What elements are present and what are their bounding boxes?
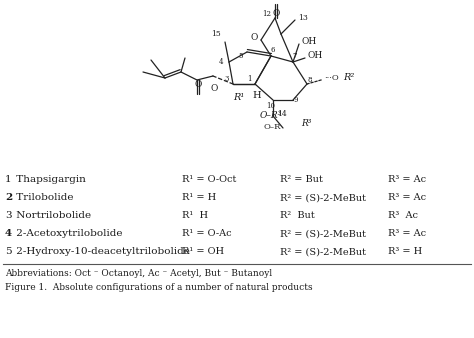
Text: ···O: ···O — [324, 74, 339, 82]
Text: 3: 3 — [5, 212, 12, 220]
Text: Figure 1.  Absolute configurations of a number of natural products: Figure 1. Absolute configurations of a n… — [5, 284, 313, 292]
Text: R³  Ac: R³ Ac — [388, 212, 418, 220]
Text: R³ = H: R³ = H — [388, 247, 422, 257]
Text: 2-Acetoxytrilobolide: 2-Acetoxytrilobolide — [13, 230, 122, 239]
Text: R¹ = H: R¹ = H — [182, 193, 216, 202]
Text: R¹: R¹ — [233, 94, 245, 102]
Text: 8: 8 — [308, 76, 312, 84]
Text: 5: 5 — [239, 52, 243, 60]
Text: 14: 14 — [277, 110, 287, 118]
Text: R³ = Ac: R³ = Ac — [388, 230, 426, 239]
Text: 15: 15 — [211, 30, 221, 38]
Text: R¹  H: R¹ H — [182, 212, 208, 220]
Text: 4: 4 — [5, 230, 12, 239]
Text: 9: 9 — [294, 96, 298, 104]
Text: R¹ = OH: R¹ = OH — [182, 247, 224, 257]
Text: 13: 13 — [298, 14, 308, 22]
Text: O: O — [210, 84, 218, 93]
Text: 1: 1 — [5, 175, 12, 185]
Text: O–R³: O–R³ — [260, 111, 282, 120]
Text: O–R: O–R — [264, 123, 281, 131]
Text: R² = But: R² = But — [280, 175, 323, 185]
Text: 2-Hydroxy-10-deacetyltrilobolide: 2-Hydroxy-10-deacetyltrilobolide — [13, 247, 190, 257]
Text: O: O — [251, 33, 258, 43]
Text: R²  But: R² But — [280, 212, 315, 220]
Text: R¹ = O-Ac: R¹ = O-Ac — [182, 230, 232, 239]
Text: OH: OH — [308, 51, 323, 61]
Text: R³: R³ — [301, 119, 311, 127]
Text: 5: 5 — [5, 247, 12, 257]
Text: 4: 4 — [219, 58, 223, 66]
Text: 2: 2 — [5, 193, 12, 202]
Text: Trilobolide: Trilobolide — [13, 193, 73, 202]
Text: 10: 10 — [266, 102, 275, 110]
Text: OH: OH — [302, 38, 317, 47]
Text: R² = (S)-2-MeBut: R² = (S)-2-MeBut — [280, 247, 366, 257]
Text: R² = (S)-2-MeBut: R² = (S)-2-MeBut — [280, 193, 366, 202]
Text: R² = (S)-2-MeBut: R² = (S)-2-MeBut — [280, 230, 366, 239]
Text: Nortrilobolide: Nortrilobolide — [13, 212, 91, 220]
Text: R¹ = O-Oct: R¹ = O-Oct — [182, 175, 237, 185]
Text: R³ = Ac: R³ = Ac — [388, 175, 426, 185]
Text: Thapsigargin: Thapsigargin — [13, 175, 86, 185]
Text: O: O — [194, 80, 202, 89]
Text: R²: R² — [343, 73, 354, 82]
Text: 3: 3 — [225, 75, 229, 83]
Text: 1: 1 — [247, 75, 251, 83]
Text: 6: 6 — [271, 46, 275, 54]
Text: Abbreviations: Oct ⁻ Octanoyl, Ac ⁻ Acetyl, But ⁻ Butanoyl: Abbreviations: Oct ⁻ Octanoyl, Ac ⁻ Acet… — [5, 268, 272, 277]
Text: R³ = Ac: R³ = Ac — [388, 193, 426, 202]
Text: O: O — [272, 9, 280, 18]
Text: H: H — [253, 92, 261, 100]
Text: 7: 7 — [293, 52, 297, 60]
Text: 12: 12 — [263, 10, 272, 18]
